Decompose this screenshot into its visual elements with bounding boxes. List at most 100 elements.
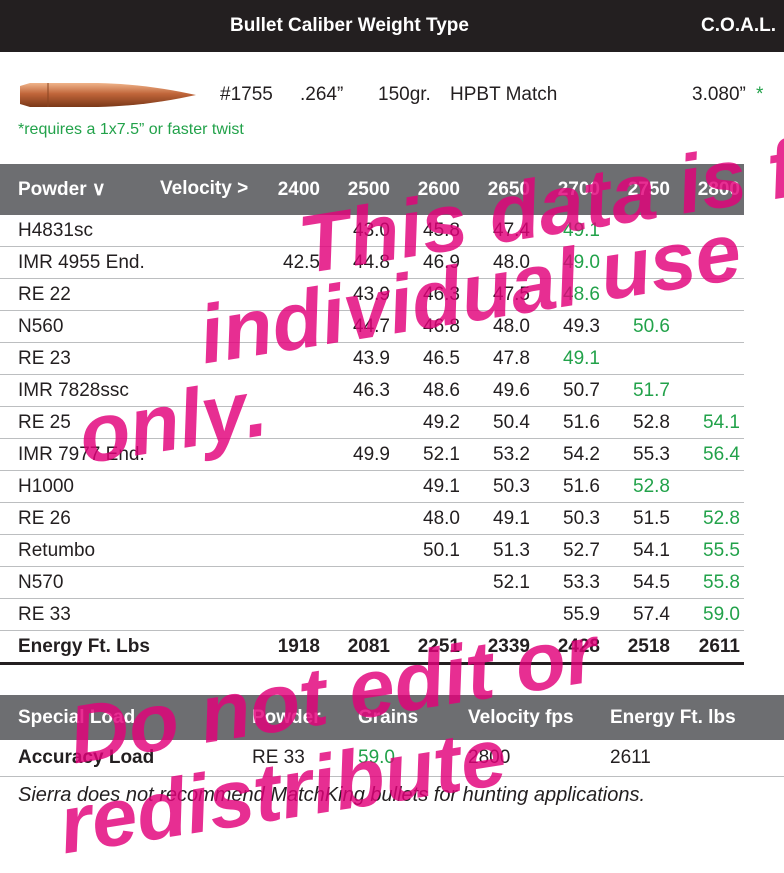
powder-name: IMR 7977 End. xyxy=(0,439,254,471)
charge: 49.3 xyxy=(534,311,604,343)
charge: 49.1 xyxy=(394,471,464,503)
charge xyxy=(254,599,324,631)
charge: 50.3 xyxy=(464,471,534,503)
energy: 1918 xyxy=(254,631,324,664)
page: Bullet Caliber Weight Type C.O.A.L. #175… xyxy=(0,0,784,822)
charge xyxy=(254,503,324,535)
charge: 49.2 xyxy=(394,407,464,439)
charge: 49.6 xyxy=(464,375,534,407)
charge: 54.1 xyxy=(674,407,744,439)
charge xyxy=(674,215,744,247)
header-bar: Bullet Caliber Weight Type C.O.A.L. xyxy=(0,0,784,52)
special-cell: RE 33 xyxy=(252,740,358,777)
charge: 54.5 xyxy=(604,567,674,599)
charge: 49.9 xyxy=(324,439,394,471)
footer-note: Sierra does not recommend MatchKing bull… xyxy=(18,784,645,807)
charge: 53.2 xyxy=(464,439,534,471)
energy: 2339 xyxy=(464,631,534,664)
charge: 51.5 xyxy=(604,503,674,535)
charge xyxy=(604,215,674,247)
charge xyxy=(254,215,324,247)
charge xyxy=(254,471,324,503)
charge: 52.8 xyxy=(604,471,674,503)
charge xyxy=(254,567,324,599)
charge: 51.6 xyxy=(534,471,604,503)
charge: 47.8 xyxy=(464,343,534,375)
velocity-header: 2400 xyxy=(254,164,324,215)
powder-name: RE 25 xyxy=(0,407,254,439)
velocity-header: 2600 xyxy=(394,164,464,215)
charge: 46.8 xyxy=(394,311,464,343)
twist-note: *requires a 1x7.5” or faster twist xyxy=(18,121,244,139)
charge: 49.1 xyxy=(464,503,534,535)
charge: 51.7 xyxy=(604,375,674,407)
charge xyxy=(394,599,464,631)
special-cell: Accuracy Load xyxy=(0,740,252,777)
charge: 42.5 xyxy=(254,247,324,279)
charge: 55.8 xyxy=(674,567,744,599)
energy: 2611 xyxy=(674,631,744,664)
powder-header: Powder ∨Velocity > xyxy=(0,164,254,215)
energy: 2081 xyxy=(324,631,394,664)
powder-name: RE 26 xyxy=(0,503,254,535)
header-title: Bullet Caliber Weight Type xyxy=(230,15,469,37)
charge xyxy=(674,343,744,375)
charge xyxy=(674,311,744,343)
charge: 50.4 xyxy=(464,407,534,439)
charge: 43.9 xyxy=(324,343,394,375)
powder-name: Retumbo xyxy=(0,535,254,567)
charge xyxy=(324,567,394,599)
charge: 49.0 xyxy=(534,247,604,279)
special-header-cell: Special Load xyxy=(0,695,252,740)
charge: 51.6 xyxy=(534,407,604,439)
charge: 46.9 xyxy=(394,247,464,279)
charge: 50.7 xyxy=(534,375,604,407)
bullet-number: #1755 xyxy=(220,84,273,106)
charge xyxy=(394,567,464,599)
energy: 2518 xyxy=(604,631,674,664)
velocity-header: 2750 xyxy=(604,164,674,215)
charge: 52.7 xyxy=(534,535,604,567)
powder-name: RE 22 xyxy=(0,279,254,311)
charge xyxy=(604,343,674,375)
powder-name: RE 33 xyxy=(0,599,254,631)
charge: 46.3 xyxy=(394,279,464,311)
powder-name: RE 23 xyxy=(0,343,254,375)
charge: 46.5 xyxy=(394,343,464,375)
charge xyxy=(254,407,324,439)
charge xyxy=(324,471,394,503)
velocity-header: 2800 xyxy=(674,164,744,215)
special-header-cell: Powder xyxy=(252,695,358,740)
charge: 50.3 xyxy=(534,503,604,535)
energy: 2251 xyxy=(394,631,464,664)
charge: 49.1 xyxy=(534,343,604,375)
velocity-header: 2500 xyxy=(324,164,394,215)
powder-name: N560 xyxy=(0,311,254,343)
charge xyxy=(254,311,324,343)
charge xyxy=(464,599,534,631)
charge: 51.3 xyxy=(464,535,534,567)
charge xyxy=(674,279,744,311)
special-header-cell: Energy Ft. lbs xyxy=(610,695,784,740)
charge: 48.6 xyxy=(394,375,464,407)
charge: 43.0 xyxy=(324,215,394,247)
charge: 54.1 xyxy=(604,535,674,567)
charge xyxy=(674,375,744,407)
charge: 47.4 xyxy=(464,215,534,247)
charge: 48.0 xyxy=(464,247,534,279)
charge: 45.8 xyxy=(394,215,464,247)
charge xyxy=(324,407,394,439)
